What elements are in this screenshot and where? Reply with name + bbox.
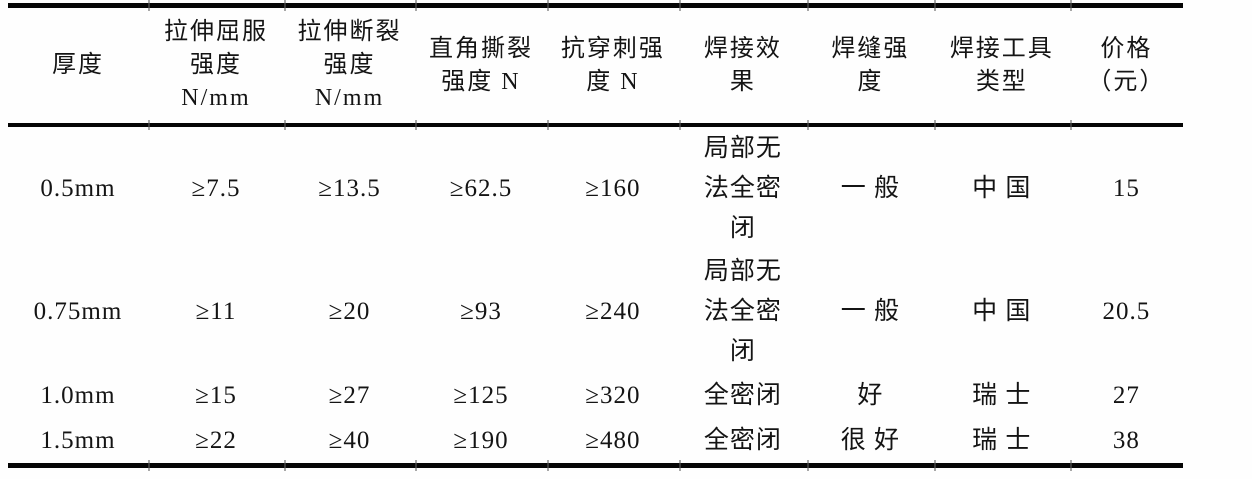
- header-cell-welding-effect: 焊接效 果: [703, 35, 782, 95]
- cell-tool-type: 瑞 士: [972, 382, 1032, 409]
- spec-table: 厚度 拉伸屈服 强度 N/mm 拉伸断裂 强度 N/mm 直角撕裂 强度 N 抗…: [8, 0, 1183, 471]
- tick-mark: [546, 120, 549, 130]
- cell-puncture: ≥320: [585, 382, 641, 409]
- cell-thickness: 0.5mm: [40, 174, 116, 202]
- tick-mark: [147, 120, 150, 130]
- cell-welding-effect: 局部无 法全密 闭: [703, 134, 782, 242]
- cell-puncture: ≥240: [585, 297, 641, 325]
- tick-mark: [1069, 0, 1072, 11]
- tick-mark: [1069, 120, 1072, 130]
- cell-puncture: ≥160: [585, 174, 641, 202]
- cell-thickness: 1.0mm: [40, 382, 116, 409]
- header-cell-welding-tool-type: 焊接工具 类型: [949, 35, 1054, 95]
- header-cell-weld-seam-strength: 焊缝强 度: [831, 35, 910, 95]
- tick-mark: [415, 0, 418, 11]
- cell-tensile-break: ≥20: [328, 297, 371, 325]
- cell-price: 27: [1112, 382, 1140, 409]
- table-row: 0.75mm ≥11 ≥20 ≥93 ≥240 局部无 法全密 闭 一 般 中 …: [8, 250, 1183, 373]
- cell-tool-type: 中 国: [972, 174, 1032, 202]
- header-cell-price: 价格 （元）: [1087, 35, 1166, 95]
- header-separator-rule: [8, 120, 1183, 130]
- table-row: 1.5mm ≥22 ≥40 ≥190 ≥480 全密闭 很 好 瑞 士 38: [8, 419, 1183, 463]
- tick-mark: [934, 120, 937, 130]
- cell-tensile-yield: ≥22: [195, 427, 237, 454]
- tick-mark: [284, 0, 286, 11]
- cell-weld-strength: 一 般: [840, 297, 900, 325]
- table-top-rule: [8, 0, 1183, 11]
- tick-mark: [807, 460, 809, 471]
- header-row: 厚度 拉伸屈服 强度 N/mm 拉伸断裂 强度 N/mm 直角撕裂 强度 N 抗…: [8, 8, 1183, 123]
- table-bottom-rule: [8, 460, 1183, 471]
- cell-tensile-break: ≥13.5: [318, 174, 381, 202]
- tick-mark: [284, 460, 286, 471]
- cell-tensile-yield: ≥7.5: [191, 174, 241, 202]
- tick-mark: [147, 460, 150, 471]
- header-cell-right-angle-tear-strength: 直角撕裂 强度 N: [428, 35, 533, 95]
- cell-puncture: ≥480: [585, 427, 641, 454]
- tick-mark: [415, 460, 418, 471]
- cell-welding-effect: 全密闭: [703, 382, 782, 409]
- tick-mark: [679, 0, 682, 11]
- cell-tensile-break: ≥40: [328, 427, 371, 454]
- tick-mark: [679, 120, 682, 130]
- cell-tear-strength: ≥190: [453, 427, 509, 454]
- cell-price: 20.5: [1102, 297, 1151, 325]
- tick-mark: [1069, 460, 1072, 471]
- cell-tensile-break: ≥27: [328, 382, 371, 409]
- tick-mark: [415, 120, 418, 130]
- cell-welding-effect: 全密闭: [703, 427, 782, 454]
- tick-mark: [679, 460, 682, 471]
- tick-mark: [807, 120, 809, 130]
- cell-tensile-yield: ≥11: [195, 297, 237, 325]
- table-row: 1.0mm ≥15 ≥27 ≥125 ≥320 全密闭 好 瑞 士 27: [8, 373, 1183, 419]
- cell-tensile-yield: ≥15: [195, 382, 237, 409]
- header-cell-tensile-break-strength: 拉伸断裂 强度 N/mm: [297, 19, 402, 111]
- cell-tear-strength: ≥125: [453, 382, 509, 409]
- cell-weld-strength: 好: [857, 382, 884, 409]
- header-cell-puncture-resistance: 抗穿刺强 度 N: [560, 35, 665, 95]
- tick-mark: [546, 460, 549, 471]
- table-row: 0.5mm ≥7.5 ≥13.5 ≥62.5 ≥160 局部无 法全密 闭 一 …: [8, 127, 1183, 250]
- header-cell-thickness: 厚度: [51, 52, 104, 78]
- cell-thickness: 0.75mm: [33, 297, 123, 325]
- cell-tear-strength: ≥93: [460, 297, 502, 325]
- tick-mark: [934, 0, 937, 11]
- cell-price: 38: [1112, 427, 1140, 454]
- cell-tear-strength: ≥62.5: [449, 174, 513, 202]
- tick-mark: [546, 0, 549, 11]
- tick-mark: [284, 120, 286, 130]
- header-cell-tensile-yield-strength: 拉伸屈服 强度 N/mm: [163, 19, 268, 111]
- cell-tool-type: 瑞 士: [972, 427, 1032, 454]
- cell-price: 15: [1112, 174, 1140, 202]
- cell-weld-strength: 一 般: [840, 174, 900, 202]
- cell-weld-strength: 很 好: [840, 427, 900, 454]
- tick-mark: [934, 460, 937, 471]
- cell-thickness: 1.5mm: [40, 427, 116, 454]
- tick-mark: [807, 0, 809, 11]
- cell-welding-effect: 局部无 法全密 闭: [703, 257, 782, 365]
- cell-tool-type: 中 国: [972, 297, 1032, 325]
- tick-mark: [147, 0, 150, 11]
